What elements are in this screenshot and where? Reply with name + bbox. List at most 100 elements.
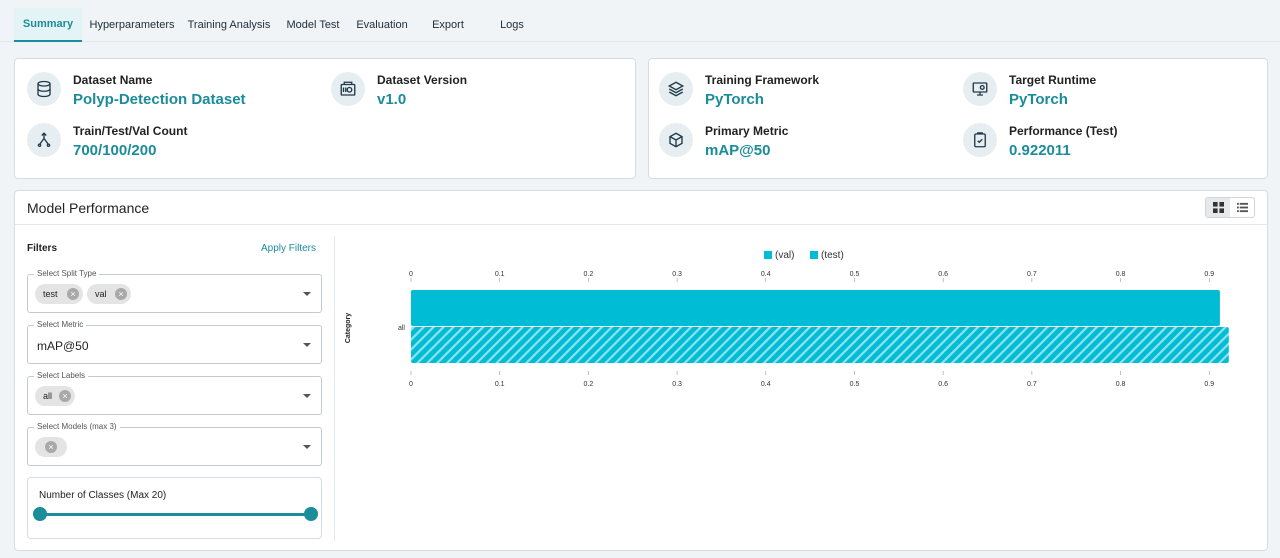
split-arrows-icon xyxy=(27,123,61,157)
x-tick-label: 0.3 xyxy=(672,381,682,388)
bar-test xyxy=(411,327,1229,363)
x-tick-label: 0.1 xyxy=(495,381,505,388)
remove-chip-icon[interactable]: × xyxy=(115,288,127,300)
grid-view-icon[interactable] xyxy=(1206,198,1230,217)
dataset-version-label: Dataset Version xyxy=(377,73,468,87)
tab-model-test[interactable]: Model Test xyxy=(286,19,340,31)
x-tick-label: 0.9 xyxy=(1204,381,1214,388)
slider-thumb-max[interactable] xyxy=(304,507,318,521)
slider-thumb-min[interactable] xyxy=(33,507,47,521)
chip-label: val xyxy=(95,289,107,299)
dropdown-arrow-icon[interactable] xyxy=(303,445,311,449)
labels-select[interactable]: Select Labels all × xyxy=(27,371,322,415)
legend-label: (test) xyxy=(821,250,844,261)
chip-all[interactable]: all × xyxy=(35,386,75,406)
tab-logs[interactable]: Logs xyxy=(500,19,524,31)
tab-training-analysis[interactable]: Training Analysis xyxy=(187,19,271,31)
filters-title: Filters xyxy=(27,243,58,254)
classes-slider-box: Number of Classes (Max 20) xyxy=(27,477,322,539)
tab-evaluation[interactable]: Evaluation xyxy=(356,19,408,31)
x-tick-label: 0 xyxy=(409,271,413,278)
x-tick-label: 0.9 xyxy=(1204,271,1214,278)
database-icon xyxy=(27,72,61,106)
model-performance-panel: Model Performance Filters Apply Filters … xyxy=(14,190,1268,551)
classes-slider-label: Number of Classes (Max 20) xyxy=(39,490,167,501)
dataset-name-info: Dataset Name Polyp-Detection Dataset xyxy=(27,72,307,112)
x-tick-label: 0.8 xyxy=(1116,381,1126,388)
split-type-label: Select Split Type xyxy=(34,269,100,278)
tab-summary[interactable]: Summary xyxy=(14,8,82,42)
count-info: Train/Test/Val Count 700/100/200 xyxy=(27,123,307,163)
tab-bar: Summary Hyperparameters Training Analysi… xyxy=(0,0,1280,42)
legend-label: (val) xyxy=(775,250,794,261)
dataset-card: Dataset Name Polyp-Detection Dataset Dat… xyxy=(14,58,636,179)
performance-info: Performance (Test) 0.922011 xyxy=(963,123,1243,163)
x-tick-label: 0.5 xyxy=(850,381,860,388)
models-select[interactable]: Select Models (max 3) × xyxy=(27,422,322,466)
panel-title: Model Performance xyxy=(27,200,150,216)
monitor-icon xyxy=(963,72,997,106)
x-tick-label: 0.4 xyxy=(761,381,771,388)
x-tick-label: 0.2 xyxy=(584,271,594,278)
legend-swatch xyxy=(764,251,772,259)
framework-info: Training Framework PyTorch xyxy=(659,72,939,112)
x-tick-label: 0.3 xyxy=(672,271,682,278)
chip-label: all xyxy=(43,391,53,401)
chip-test[interactable]: test × xyxy=(35,284,83,304)
count-label: Train/Test/Val Count xyxy=(73,124,188,138)
x-tick-label: 0.2 xyxy=(584,381,594,388)
filters-divider xyxy=(334,236,335,541)
slider-track[interactable] xyxy=(40,513,311,516)
chip-empty[interactable]: × xyxy=(35,437,67,457)
metric-select-value: mAP@50 xyxy=(37,339,89,353)
x-tick-label: 0 xyxy=(409,381,413,388)
tab-export[interactable]: Export xyxy=(432,19,464,31)
x-tick-label: 0.7 xyxy=(1027,271,1037,278)
archive-box-icon xyxy=(331,72,365,106)
view-toggle xyxy=(1205,197,1255,218)
runtime-info: Target Runtime PyTorch xyxy=(963,72,1243,112)
chip-val[interactable]: val × xyxy=(87,284,131,304)
x-tick-label: 0.6 xyxy=(938,381,948,388)
metric-label: Primary Metric xyxy=(705,124,789,138)
performance-label: Performance (Test) xyxy=(1009,124,1118,138)
apply-filters-button[interactable]: Apply Filters xyxy=(261,243,317,254)
bar-val xyxy=(411,290,1220,326)
chip-label: test xyxy=(43,289,58,299)
layers-icon xyxy=(659,72,693,106)
runtime-label: Target Runtime xyxy=(1009,73,1097,87)
count-value: 700/100/200 xyxy=(73,142,157,159)
models-select-label: Select Models (max 3) xyxy=(34,422,120,431)
dropdown-arrow-icon[interactable] xyxy=(303,343,311,347)
panel-header: Model Performance xyxy=(15,191,1267,225)
performance-chart: (val) (test) 0 0 0.1 0.1 0.2 0.2 0.3 0.3 0.4 0.4 0.5… xyxy=(345,250,1229,388)
split-type-select[interactable]: Select Split Type test × val × xyxy=(27,269,322,313)
framework-value: PyTorch xyxy=(705,91,764,108)
remove-chip-icon[interactable]: × xyxy=(59,390,71,402)
tab-hyperparameters[interactable]: Hyperparameters xyxy=(89,19,175,31)
training-card: Training Framework PyTorch Target Runtim… xyxy=(648,58,1268,179)
framework-label: Training Framework xyxy=(705,73,820,87)
dataset-name-label: Dataset Name xyxy=(73,73,153,87)
legend-swatch xyxy=(810,251,818,259)
list-view-icon[interactable] xyxy=(1230,198,1254,217)
labels-select-label: Select Labels xyxy=(34,371,89,380)
dropdown-arrow-icon[interactable] xyxy=(303,292,311,296)
runtime-value: PyTorch xyxy=(1009,91,1068,108)
metric-select-label: Select Metric xyxy=(34,320,87,329)
remove-chip-icon[interactable]: × xyxy=(67,288,79,300)
dropdown-arrow-icon[interactable] xyxy=(303,394,311,398)
dataset-version-value: v1.0 xyxy=(377,91,407,108)
x-tick-label: 0.7 xyxy=(1027,381,1037,388)
x-tick-label: 0.6 xyxy=(938,271,948,278)
category-label: all xyxy=(398,325,405,332)
metric-select[interactable]: Select Metric mAP@50 xyxy=(27,320,322,364)
dataset-version-info: Dataset Version v1.0 xyxy=(331,72,611,112)
x-tick-label: 0.4 xyxy=(761,271,771,278)
metric-info: Primary Metric mAP@50 xyxy=(659,123,939,163)
remove-chip-icon[interactable]: × xyxy=(45,441,57,453)
x-tick-label: 0.8 xyxy=(1116,271,1126,278)
cube-icon xyxy=(659,123,693,157)
performance-value: 0.922011 xyxy=(1009,142,1071,159)
dataset-name-value: Polyp-Detection Dataset xyxy=(73,91,246,108)
